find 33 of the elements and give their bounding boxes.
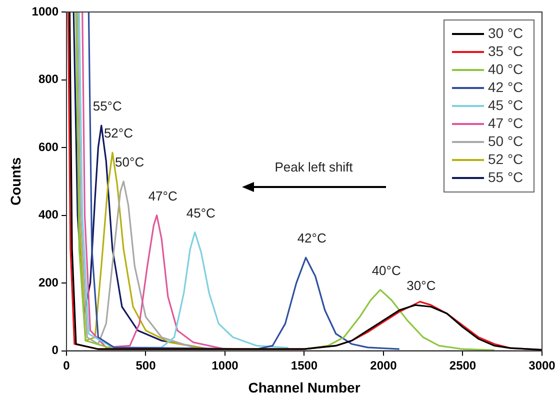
annotation: 40°C	[372, 262, 401, 278]
annotation: 52°C	[104, 126, 133, 141]
legend-label: 30 °C	[488, 24, 524, 41]
y-tick-label: 600	[38, 140, 59, 154]
y-tick-label: 800	[38, 72, 59, 86]
legend-label: 52 °C	[488, 150, 524, 167]
legend-label: 35 °C	[488, 42, 524, 59]
annotation: 55°C	[92, 98, 122, 114]
x-tick-label: 2500	[449, 358, 476, 372]
annotation: 30°C	[406, 278, 436, 294]
x-tick-label: 500	[136, 358, 156, 372]
x-tick-label: 0	[63, 358, 70, 372]
y-axis-title: Counts	[7, 157, 24, 206]
legend-label: 40 °C	[488, 60, 524, 77]
x-axis-title: Channel Number	[248, 379, 361, 396]
y-tick-label: 0	[52, 343, 59, 358]
x-tick-label: 2000	[370, 358, 398, 372]
x-tick-label: 3000	[528, 358, 556, 372]
legend-label: 42 °C	[488, 78, 524, 95]
annotation: 47°C	[148, 188, 178, 204]
x-tick-label: 1500	[290, 358, 318, 372]
legend-label: 47 °C	[488, 114, 524, 131]
legend-label: 55 °C	[488, 168, 524, 185]
annotation: 50°C	[115, 154, 144, 170]
annotation: 42°C	[297, 230, 326, 246]
legend-label: 45 °C	[488, 96, 524, 113]
y-tick-label: 400	[38, 208, 59, 222]
x-tick-label: 1000	[212, 358, 239, 372]
annotation: 45°C	[186, 205, 216, 220]
y-tick-label: 1000	[32, 4, 59, 18]
legend-label: 50 °C	[488, 132, 524, 149]
annotation: Peak left shift	[274, 160, 354, 175]
y-tick-label: 200	[38, 275, 59, 290]
